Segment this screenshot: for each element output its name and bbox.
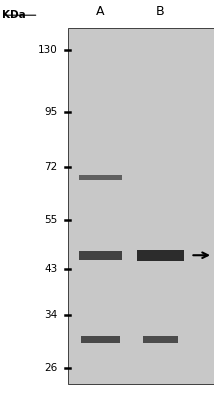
Text: 72: 72 [45, 162, 58, 172]
Bar [79, 251, 122, 260]
Bar [79, 176, 122, 180]
Text: 43: 43 [45, 264, 58, 274]
Bar [143, 336, 178, 344]
Text: 95: 95 [45, 107, 58, 117]
Bar [81, 336, 120, 344]
Bar [137, 250, 184, 261]
Text: A: A [96, 5, 105, 18]
Text: 26: 26 [45, 363, 58, 373]
Text: KDa: KDa [2, 10, 26, 20]
Bar [68, 28, 214, 384]
Text: 130: 130 [38, 45, 58, 55]
Text: 34: 34 [45, 310, 58, 320]
Text: B: B [156, 5, 165, 18]
Text: 55: 55 [45, 215, 58, 225]
